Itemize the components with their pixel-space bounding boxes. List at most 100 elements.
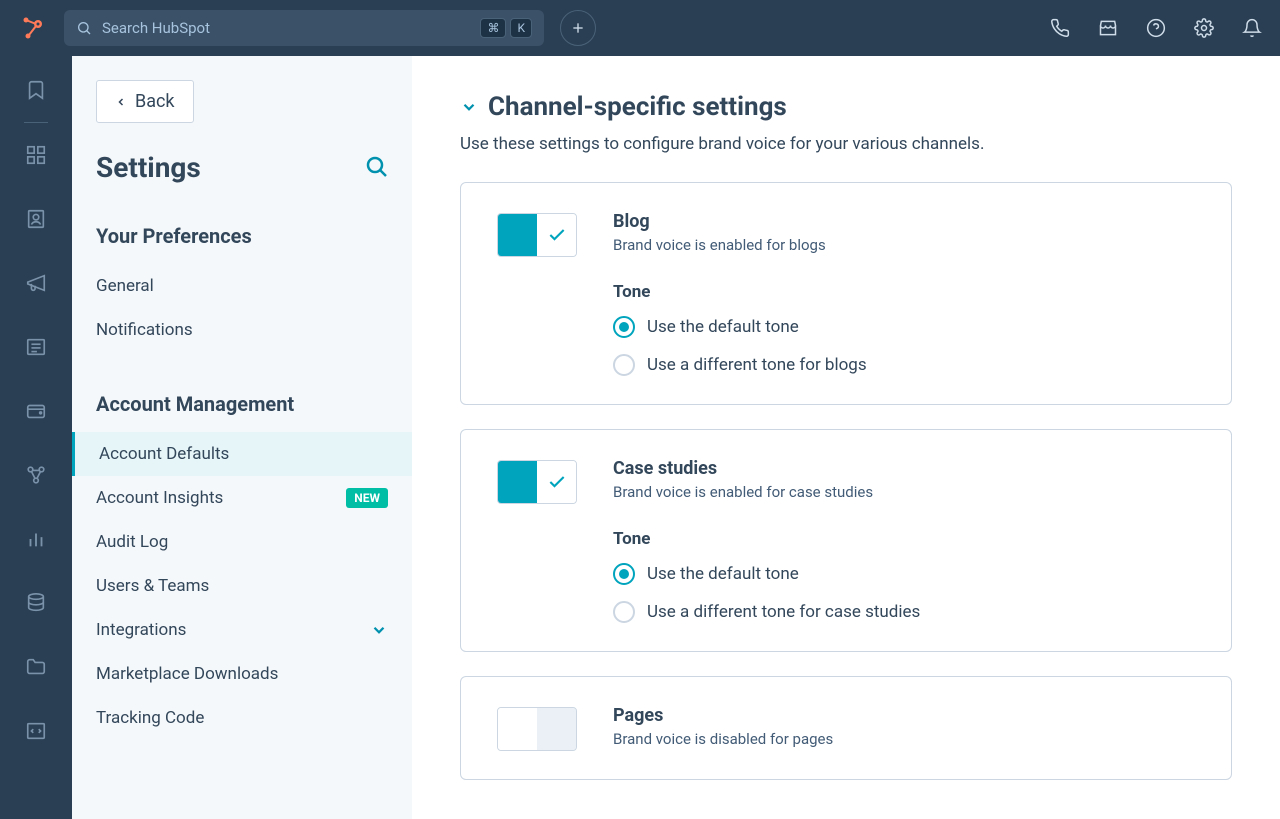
radio-indicator <box>613 316 635 338</box>
nav-list-prefs: General Notifications <box>96 264 388 352</box>
radio-indicator <box>613 563 635 585</box>
icon-rail <box>0 56 72 819</box>
marketplace-button[interactable] <box>1096 16 1120 40</box>
wallet-icon <box>25 400 47 422</box>
settings-sidebar: Back Settings Your Preferences General N… <box>72 56 412 819</box>
radio-label: Use the default tone <box>647 564 799 584</box>
nav-label: Tracking Code <box>96 708 204 728</box>
channel-desc: Brand voice is disabled for pages <box>613 730 1195 748</box>
rail-commerce[interactable] <box>22 397 50 425</box>
nav-general[interactable]: General <box>96 264 388 308</box>
nav-label: General <box>96 276 154 296</box>
chart-icon <box>25 528 47 550</box>
help-button[interactable] <box>1144 16 1168 40</box>
channel-desc: Brand voice is enabled for blogs <box>613 236 1195 254</box>
toggle-blog[interactable] <box>497 213 577 257</box>
rail-contacts[interactable] <box>22 205 50 233</box>
phone-icon <box>1050 18 1070 38</box>
nav-label: Users & Teams <box>96 576 209 596</box>
channel-name: Blog <box>613 211 1195 232</box>
radio-different-tone[interactable]: Use a different tone for case studies <box>613 601 1195 623</box>
rail-reporting[interactable] <box>22 525 50 553</box>
notifications-button[interactable] <box>1240 16 1264 40</box>
top-header: ⌘ K <box>0 0 1280 56</box>
toggle-case-studies[interactable] <box>497 460 577 504</box>
settings-button[interactable] <box>1192 16 1216 40</box>
chevron-left-icon <box>115 96 127 108</box>
rail-bookmarks[interactable] <box>22 76 50 104</box>
search-icon <box>364 154 388 178</box>
radio-default-tone[interactable]: Use the default tone <box>613 563 1195 585</box>
search-settings-button[interactable] <box>364 154 388 182</box>
section-heading-prefs: Your Preferences <box>96 224 388 248</box>
header-actions <box>1048 16 1264 40</box>
nav-account-defaults[interactable]: Account Defaults <box>72 432 412 476</box>
nav-label: Marketplace Downloads <box>96 664 278 684</box>
phone-button[interactable] <box>1048 16 1072 40</box>
nav-label: Audit Log <box>96 532 168 552</box>
channel-card-blog: Blog Brand voice is enabled for blogs To… <box>460 182 1232 405</box>
back-label: Back <box>135 91 175 112</box>
nav-label: Account Defaults <box>99 444 229 464</box>
badge-new: NEW <box>346 488 388 508</box>
chevron-down-icon <box>370 621 388 639</box>
bell-icon <box>1242 18 1262 38</box>
collapse-icon[interactable] <box>460 98 478 116</box>
rail-marketing[interactable] <box>22 269 50 297</box>
page-title: Channel-specific settings <box>488 92 787 122</box>
rail-files[interactable] <box>22 653 50 681</box>
folder-icon <box>25 656 47 678</box>
channel-name: Pages <box>613 705 1195 726</box>
page-subtitle: Use these settings to configure brand vo… <box>460 134 1232 154</box>
radio-different-tone[interactable]: Use a different tone for blogs <box>613 354 1195 376</box>
back-button[interactable]: Back <box>96 80 194 123</box>
main-content: Channel-specific settings Use these sett… <box>412 56 1280 819</box>
help-icon <box>1146 18 1166 38</box>
nav-label: Integrations <box>96 620 186 640</box>
nav-label: Account Insights <box>96 488 223 508</box>
hubspot-logo[interactable] <box>16 12 48 44</box>
create-button[interactable] <box>560 10 596 46</box>
tone-heading: Tone <box>613 529 1195 549</box>
nav-marketplace-downloads[interactable]: Marketplace Downloads <box>96 652 388 696</box>
radio-group-case-studies: Use the default tone Use a different ton… <box>613 563 1195 623</box>
radio-indicator <box>613 354 635 376</box>
tone-heading: Tone <box>613 282 1195 302</box>
news-icon <box>25 336 47 358</box>
radio-indicator <box>613 601 635 623</box>
rail-automation[interactable] <box>22 461 50 489</box>
search-icon <box>76 20 92 36</box>
radio-label: Use a different tone for case studies <box>647 602 920 622</box>
search-input[interactable] <box>102 19 470 37</box>
radio-label: Use a different tone for blogs <box>647 355 867 375</box>
settings-title: Settings <box>96 151 201 184</box>
nav-tracking-code[interactable]: Tracking Code <box>96 696 388 740</box>
nav-integrations[interactable]: Integrations <box>96 608 388 652</box>
rail-data[interactable] <box>22 589 50 617</box>
radio-label: Use the default tone <box>647 317 799 337</box>
rail-divider <box>24 122 48 123</box>
global-search[interactable]: ⌘ K <box>64 10 544 46</box>
radio-default-tone[interactable]: Use the default tone <box>613 316 1195 338</box>
check-icon <box>547 225 567 245</box>
toggle-pages[interactable] <box>497 707 577 751</box>
contact-icon <box>25 208 47 230</box>
nav-notifications[interactable]: Notifications <box>96 308 388 352</box>
rail-content[interactable] <box>22 333 50 361</box>
radio-group-blog: Use the default tone Use a different ton… <box>613 316 1195 376</box>
rail-apps[interactable] <box>22 141 50 169</box>
megaphone-icon <box>25 272 47 294</box>
section-heading-account: Account Management <box>96 392 388 416</box>
code-icon <box>25 720 47 742</box>
channel-desc: Brand voice is enabled for case studies <box>613 483 1195 501</box>
nav-users-teams[interactable]: Users & Teams <box>96 564 388 608</box>
channel-card-pages: Pages Brand voice is disabled for pages <box>460 676 1232 780</box>
plus-icon <box>570 20 586 36</box>
rail-dev[interactable] <box>22 717 50 745</box>
nav-audit-log[interactable]: Audit Log <box>96 520 388 564</box>
kbd-cmd: ⌘ <box>480 18 506 38</box>
grid-icon <box>25 144 47 166</box>
nav-account-insights[interactable]: Account Insights NEW <box>96 476 388 520</box>
check-icon <box>547 472 567 492</box>
channel-card-case-studies: Case studies Brand voice is enabled for … <box>460 429 1232 652</box>
